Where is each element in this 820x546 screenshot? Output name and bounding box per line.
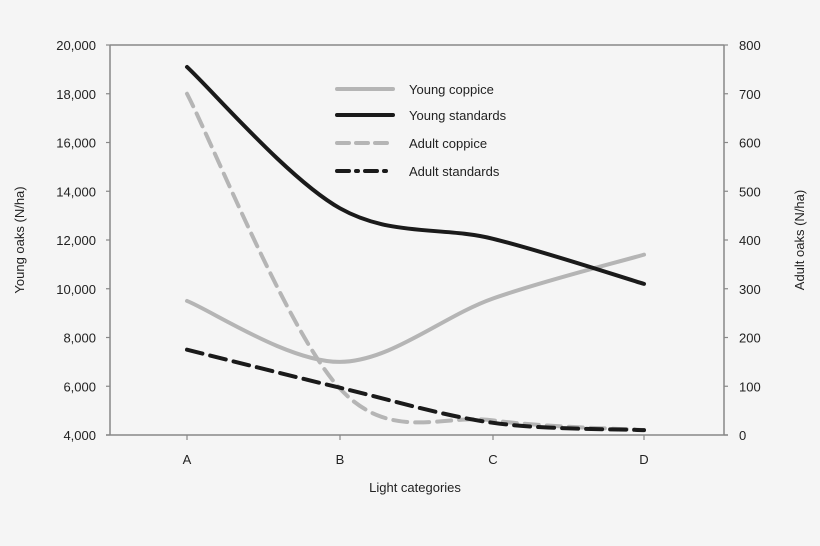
legend-item-young-standards: Young standards [335,108,507,123]
tick-label: 6,000 [63,379,96,394]
tick-label: 400 [739,233,761,248]
tick-label: 10,000 [56,282,96,297]
legend-label: Young coppice [409,82,494,97]
tick-label: C [488,452,497,467]
tick-label: 300 [739,282,761,297]
tick-label: 12,000 [56,233,96,248]
tick-label: 200 [739,331,761,346]
series-line-young-standards [185,64,646,286]
tick-label: 16,000 [56,136,96,151]
tick-label: 4,000 [63,428,96,443]
legend-item-adult-coppice: Adult coppice [335,136,487,151]
legend-item-adult-standards: Adult standards [335,164,500,179]
tick-label: 8,000 [63,331,96,346]
tick-label: 0 [739,428,746,443]
tick-label: 100 [739,379,761,394]
tick-label: 500 [739,184,761,199]
legend: Young coppice Young standards Adult copp… [335,82,507,179]
series-line-young-coppice [185,252,646,364]
tick-label: A [183,452,192,467]
series-layer [185,64,646,433]
legend-item-young-coppice: Young coppice [335,82,494,97]
left-y-axis-ticks: 4,000 6,000 8,000 10,000 12,000 14,000 16,000 1… [56,38,110,443]
tick-label: 18,000 [56,87,96,102]
tick-label: 800 [739,38,761,53]
y-axis-left-label: Young oaks (N/ha) [12,186,27,293]
legend-label: Adult coppice [409,136,487,151]
tick-label: 20,000 [56,38,96,53]
legend-label: Adult standards [409,164,500,179]
plot-frame [106,44,728,436]
tick-label: D [639,452,648,467]
series-line-adult-standards [185,347,646,433]
tick-label: 600 [739,136,761,151]
tick-label: 14,000 [56,184,96,199]
right-y-axis-ticks: 0 100 200 300 400 500 600 700 800 [724,38,761,443]
x-axis-ticks: A B C D [183,435,649,467]
tick-label: 700 [739,87,761,102]
y-axis-right-label: Adult oaks (N/ha) [792,190,807,290]
legend-label: Young standards [409,108,507,123]
x-axis-label: Light categories [369,480,461,495]
tick-label: B [336,452,345,467]
